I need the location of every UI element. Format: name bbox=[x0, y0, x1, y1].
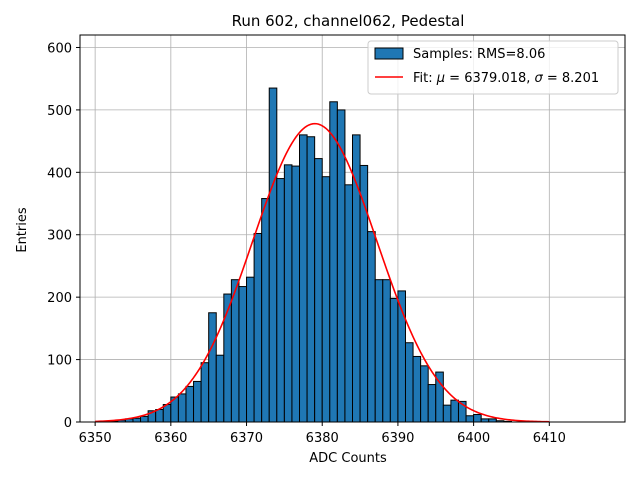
histogram-bar bbox=[246, 276, 255, 423]
histogram-bar bbox=[367, 231, 376, 423]
histogram-bar bbox=[382, 279, 391, 423]
histogram-bar bbox=[253, 232, 263, 423]
x-axis-ticks: 6350 6360 6370 6380 6390 6400 6410 bbox=[79, 422, 566, 446]
legend: Samples: RMS=8.06 Fit: μ = 6379.018, σ =… bbox=[367, 40, 619, 95]
histogram-bar bbox=[132, 417, 142, 423]
histogram-bar bbox=[427, 384, 437, 423]
histogram-bar bbox=[389, 297, 399, 423]
histogram-bar bbox=[442, 404, 452, 423]
histogram-bar bbox=[162, 404, 172, 423]
x-tick-label: 6350 bbox=[79, 431, 112, 446]
histogram-bar bbox=[155, 409, 164, 423]
histogram-bar bbox=[404, 342, 414, 423]
chart-title: Run 602, channel062, Pedestal bbox=[232, 12, 465, 30]
plot-frame bbox=[79, 34, 626, 423]
legend-fit-label: Fit: μ = 6379.018, σ = 8.201 bbox=[413, 71, 599, 86]
histogram-bar bbox=[230, 279, 240, 423]
histogram-bar bbox=[473, 414, 482, 423]
histogram-bar bbox=[223, 293, 232, 423]
histogram-bar bbox=[321, 176, 331, 423]
histogram-bar bbox=[374, 279, 384, 423]
histogram-bar bbox=[314, 158, 323, 423]
gaussian-fit-curve bbox=[95, 122, 550, 423]
histogram-bar bbox=[215, 354, 225, 423]
legend-samples-swatch bbox=[374, 47, 404, 60]
x-tick-label: 6410 bbox=[533, 431, 566, 446]
y-tick-label: 100 bbox=[47, 354, 72, 369]
histogram-bar bbox=[283, 164, 293, 423]
y-axis-ticks: 0 100 200 300 400 500 600 bbox=[47, 41, 80, 431]
histogram-bar bbox=[238, 286, 248, 423]
histogram-bar bbox=[344, 184, 353, 423]
y-tick-label: 400 bbox=[47, 166, 72, 181]
histogram-bar bbox=[299, 134, 308, 423]
y-tick-label: 0 bbox=[64, 416, 72, 431]
y-tick-label: 200 bbox=[47, 291, 72, 306]
x-axis-label: ADC Counts bbox=[309, 451, 387, 466]
histogram-bar bbox=[193, 380, 202, 423]
histogram-bar bbox=[208, 312, 217, 423]
histogram-bar bbox=[450, 399, 459, 423]
histogram-bar bbox=[329, 101, 338, 423]
x-tick-label: 6400 bbox=[457, 431, 490, 446]
histogram-bar bbox=[261, 198, 270, 423]
histogram-bar bbox=[185, 385, 195, 423]
histogram-bar bbox=[412, 355, 422, 423]
legend-samples-label: Samples: RMS=8.06 bbox=[413, 47, 545, 62]
histogram-bars bbox=[109, 87, 512, 423]
histogram-bar bbox=[140, 415, 149, 423]
legend-box bbox=[367, 40, 619, 95]
histogram-bar bbox=[465, 415, 475, 423]
histogram-bar bbox=[306, 136, 316, 423]
x-tick-label: 6390 bbox=[381, 431, 414, 446]
histogram-bar bbox=[336, 109, 346, 423]
y-tick-label: 500 bbox=[47, 104, 72, 119]
x-tick-label: 6370 bbox=[230, 431, 263, 446]
x-tick-label: 6380 bbox=[306, 431, 339, 446]
histogram-bar bbox=[177, 393, 187, 423]
y-tick-label: 300 bbox=[47, 229, 72, 244]
y-tick-label: 600 bbox=[47, 41, 72, 56]
y-axis-label: Entries bbox=[15, 207, 30, 253]
fit-curve-layer bbox=[95, 122, 550, 423]
histogram-bar bbox=[276, 178, 285, 423]
histogram-bar bbox=[420, 365, 429, 423]
histogram-bar bbox=[291, 165, 301, 423]
histogram-bar bbox=[268, 87, 278, 423]
x-tick-label: 6360 bbox=[154, 431, 187, 446]
histogram-bar bbox=[200, 362, 210, 423]
